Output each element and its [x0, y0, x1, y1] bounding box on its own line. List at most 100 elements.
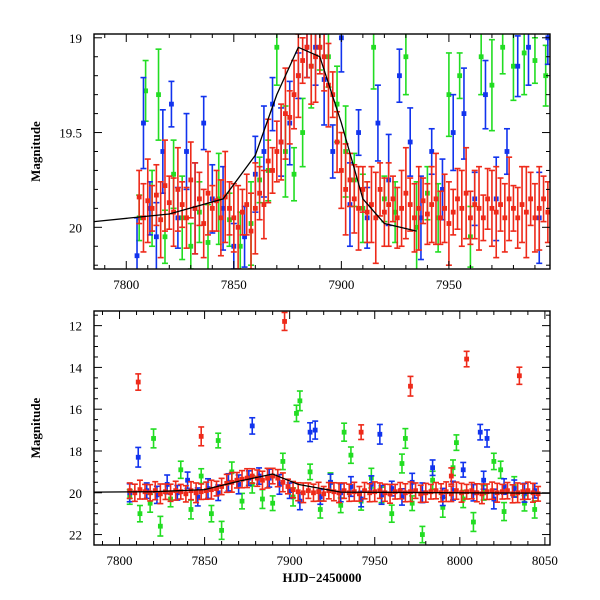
data-point [261, 202, 267, 207]
data-point [357, 491, 362, 497]
data-point [407, 202, 413, 207]
data-point [397, 488, 403, 494]
data-point [440, 187, 445, 192]
data-point [231, 215, 237, 221]
data-point [185, 477, 190, 483]
data-point [375, 120, 381, 126]
data-point [455, 196, 460, 202]
data-point [502, 215, 508, 221]
data-point [201, 120, 207, 126]
data-point [291, 92, 297, 98]
data-point [450, 209, 456, 215]
data-point [305, 488, 311, 494]
data-point [162, 234, 168, 240]
data-point [429, 202, 435, 207]
top-panel-light-curve: 7800 7850 7900 7950 19 19.5 20 Magnitude [28, 31, 551, 292]
x-tick-label: 7900 [328, 277, 354, 292]
data-point [520, 489, 526, 495]
data-point [373, 215, 379, 221]
data-point [265, 475, 270, 481]
data-point [389, 486, 395, 491]
data-point [348, 484, 354, 489]
data-point [188, 243, 194, 249]
data-point [248, 228, 254, 234]
data-point [463, 190, 469, 196]
data-layer [94, 311, 550, 544]
data-point [397, 73, 402, 79]
data-point [358, 429, 364, 435]
data-point [149, 205, 155, 211]
data-point [501, 509, 507, 514]
data-point [450, 130, 456, 135]
data-point [239, 476, 245, 482]
data-point [484, 489, 490, 495]
data-point [392, 489, 398, 495]
data-point [498, 202, 503, 207]
y-tick-label: 14 [69, 360, 83, 375]
model-curve [94, 46, 417, 232]
data-point [392, 209, 398, 215]
data-point [326, 488, 332, 494]
data-point [244, 475, 250, 481]
data-point [499, 489, 505, 495]
data-point [377, 187, 383, 192]
data-point [402, 436, 408, 441]
data-point [257, 190, 263, 196]
data-point [504, 149, 510, 154]
data-point [166, 200, 172, 206]
data-point [147, 500, 153, 506]
x-tick-label: 8050 [532, 553, 558, 568]
data-point [270, 101, 275, 107]
data-point [283, 111, 288, 116]
data-point [464, 356, 470, 362]
data-point [440, 494, 446, 500]
data-point [414, 224, 420, 230]
data-point [280, 479, 286, 485]
data-point [291, 171, 297, 177]
data-point [270, 500, 276, 506]
data-point [136, 194, 142, 200]
data-point [274, 44, 280, 50]
data-point [457, 73, 463, 79]
data-point [198, 433, 204, 439]
data-point [317, 494, 323, 500]
data-point [403, 190, 409, 196]
data-point [249, 423, 255, 429]
data-point [218, 215, 224, 221]
x-tick-label: 7800 [107, 553, 133, 568]
data-point [209, 205, 215, 211]
data-point [260, 496, 265, 502]
data-point [472, 202, 478, 207]
data-point [330, 149, 336, 154]
data-point [498, 467, 504, 473]
data-point [341, 429, 347, 435]
data-point [535, 491, 541, 497]
data-point [360, 187, 366, 192]
data-point [290, 487, 296, 493]
data-point [387, 491, 393, 497]
data-point [485, 196, 491, 202]
data-point [260, 477, 265, 483]
data-point [304, 44, 310, 50]
data-point [252, 205, 258, 211]
data-point [183, 491, 189, 497]
data-point [407, 139, 413, 145]
data-point [477, 429, 483, 435]
data-point [420, 198, 426, 204]
data-point [220, 205, 226, 211]
data-point [408, 489, 413, 495]
data-point [480, 215, 486, 221]
data-point [157, 523, 163, 529]
data-point [371, 44, 377, 50]
data-point [137, 487, 143, 493]
data-point [331, 489, 337, 495]
data-point [364, 209, 370, 215]
data-point [307, 469, 313, 475]
data-point [459, 205, 465, 211]
model-curve [94, 473, 550, 494]
series-1 [134, 34, 550, 269]
data-point [450, 488, 456, 494]
data-point [178, 467, 184, 473]
data-point [147, 490, 153, 496]
data-point [254, 475, 260, 481]
